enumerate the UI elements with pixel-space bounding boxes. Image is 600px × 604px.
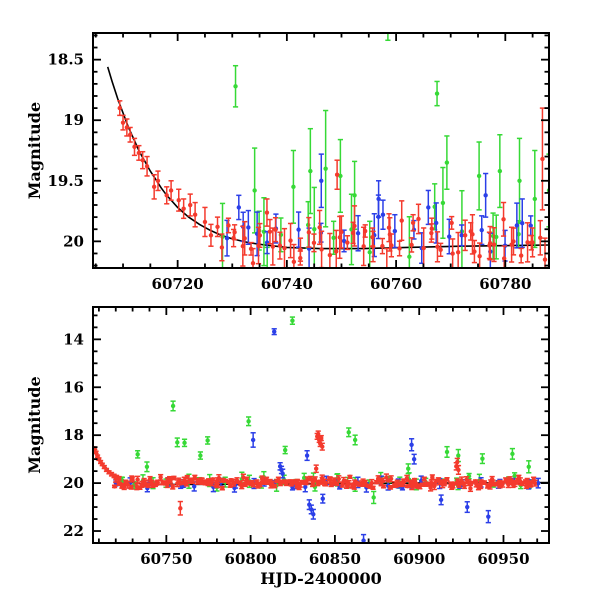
x-tick-label: 60780	[479, 275, 531, 293]
y-tick-label: 20	[63, 474, 84, 492]
series-red-band	[93, 430, 538, 516]
y-tick-label: 18.5	[47, 51, 84, 69]
x-axis-label: HJD-2400000	[260, 569, 381, 588]
y-tick-label: 19	[63, 111, 84, 129]
axes-frame	[92, 32, 550, 269]
y-tick-label: 22	[63, 522, 84, 540]
axis-ticks	[93, 307, 549, 544]
x-tick-label: 60950	[477, 550, 529, 568]
x-tick-label: 60760	[370, 275, 422, 293]
x-tick-label: 60900	[393, 550, 445, 568]
data-area	[106, 33, 549, 268]
axis-ticks	[93, 33, 549, 268]
y-tick-label: 16	[63, 378, 84, 396]
x-tick-label: 60750	[140, 550, 192, 568]
x-tick-label: 60850	[309, 550, 361, 568]
y-tick-label: 14	[63, 330, 84, 348]
x-tick-label: 60800	[225, 550, 277, 568]
y-tick-label: 19.5	[47, 172, 84, 190]
top-panel: 60720 60740 60760 60780 18.5 19 19.5 20 Magnitud…	[25, 32, 550, 293]
x-tick-label: 60720	[152, 275, 204, 293]
y-axis-label: Magnitude	[25, 376, 44, 473]
axes-frame	[92, 306, 550, 544]
y-axis-label: Magnitude	[25, 102, 44, 199]
x-tick-label: 60740	[261, 275, 313, 293]
bottom-panel: 60750 60800 60850 60900 60950 14 16 18 20 22 Magni…	[25, 306, 550, 588]
y-tick-label: 18	[63, 426, 84, 444]
series-red-band	[117, 100, 548, 268]
data-area	[93, 316, 549, 543]
y-tick-label: 20	[63, 232, 84, 250]
